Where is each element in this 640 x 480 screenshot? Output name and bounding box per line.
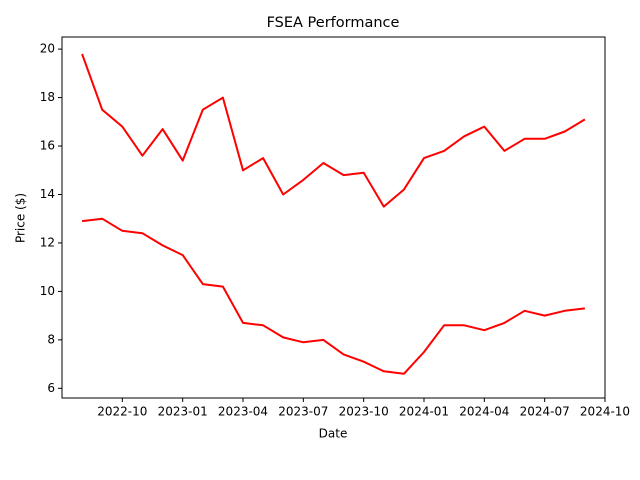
y-tick-label: 8 <box>47 332 55 346</box>
x-tick-label: 2023-01 <box>158 405 208 419</box>
y-tick-label: 6 <box>47 381 55 395</box>
data-line <box>81 53 586 208</box>
y-tick-label: 14 <box>40 187 55 201</box>
y-tick-label: 18 <box>40 90 55 104</box>
x-tick-label: 2024-10 <box>580 405 630 419</box>
data-line <box>81 217 586 375</box>
x-axis-label: Date <box>319 427 348 441</box>
chart-title: FSEA Performance <box>267 15 400 31</box>
x-tick-label: 2022-10 <box>97 405 147 419</box>
y-tick-label: 10 <box>40 284 55 298</box>
x-tick-label: 2024-04 <box>459 405 509 419</box>
y-axis-label: Price ($) <box>14 193 28 243</box>
x-tick-label: 2024-01 <box>399 405 449 419</box>
plot-area <box>81 53 586 375</box>
y-tick-label: 20 <box>40 42 55 56</box>
x-tick-label: 2023-10 <box>339 405 389 419</box>
y-tick-label: 12 <box>40 235 55 249</box>
x-tick-label: 2024-07 <box>520 405 570 419</box>
x-tick-label: 2023-07 <box>278 405 328 419</box>
y-tick-label: 16 <box>40 139 55 153</box>
x-tick-label: 2023-04 <box>218 405 268 419</box>
axes-frame <box>61 36 606 399</box>
